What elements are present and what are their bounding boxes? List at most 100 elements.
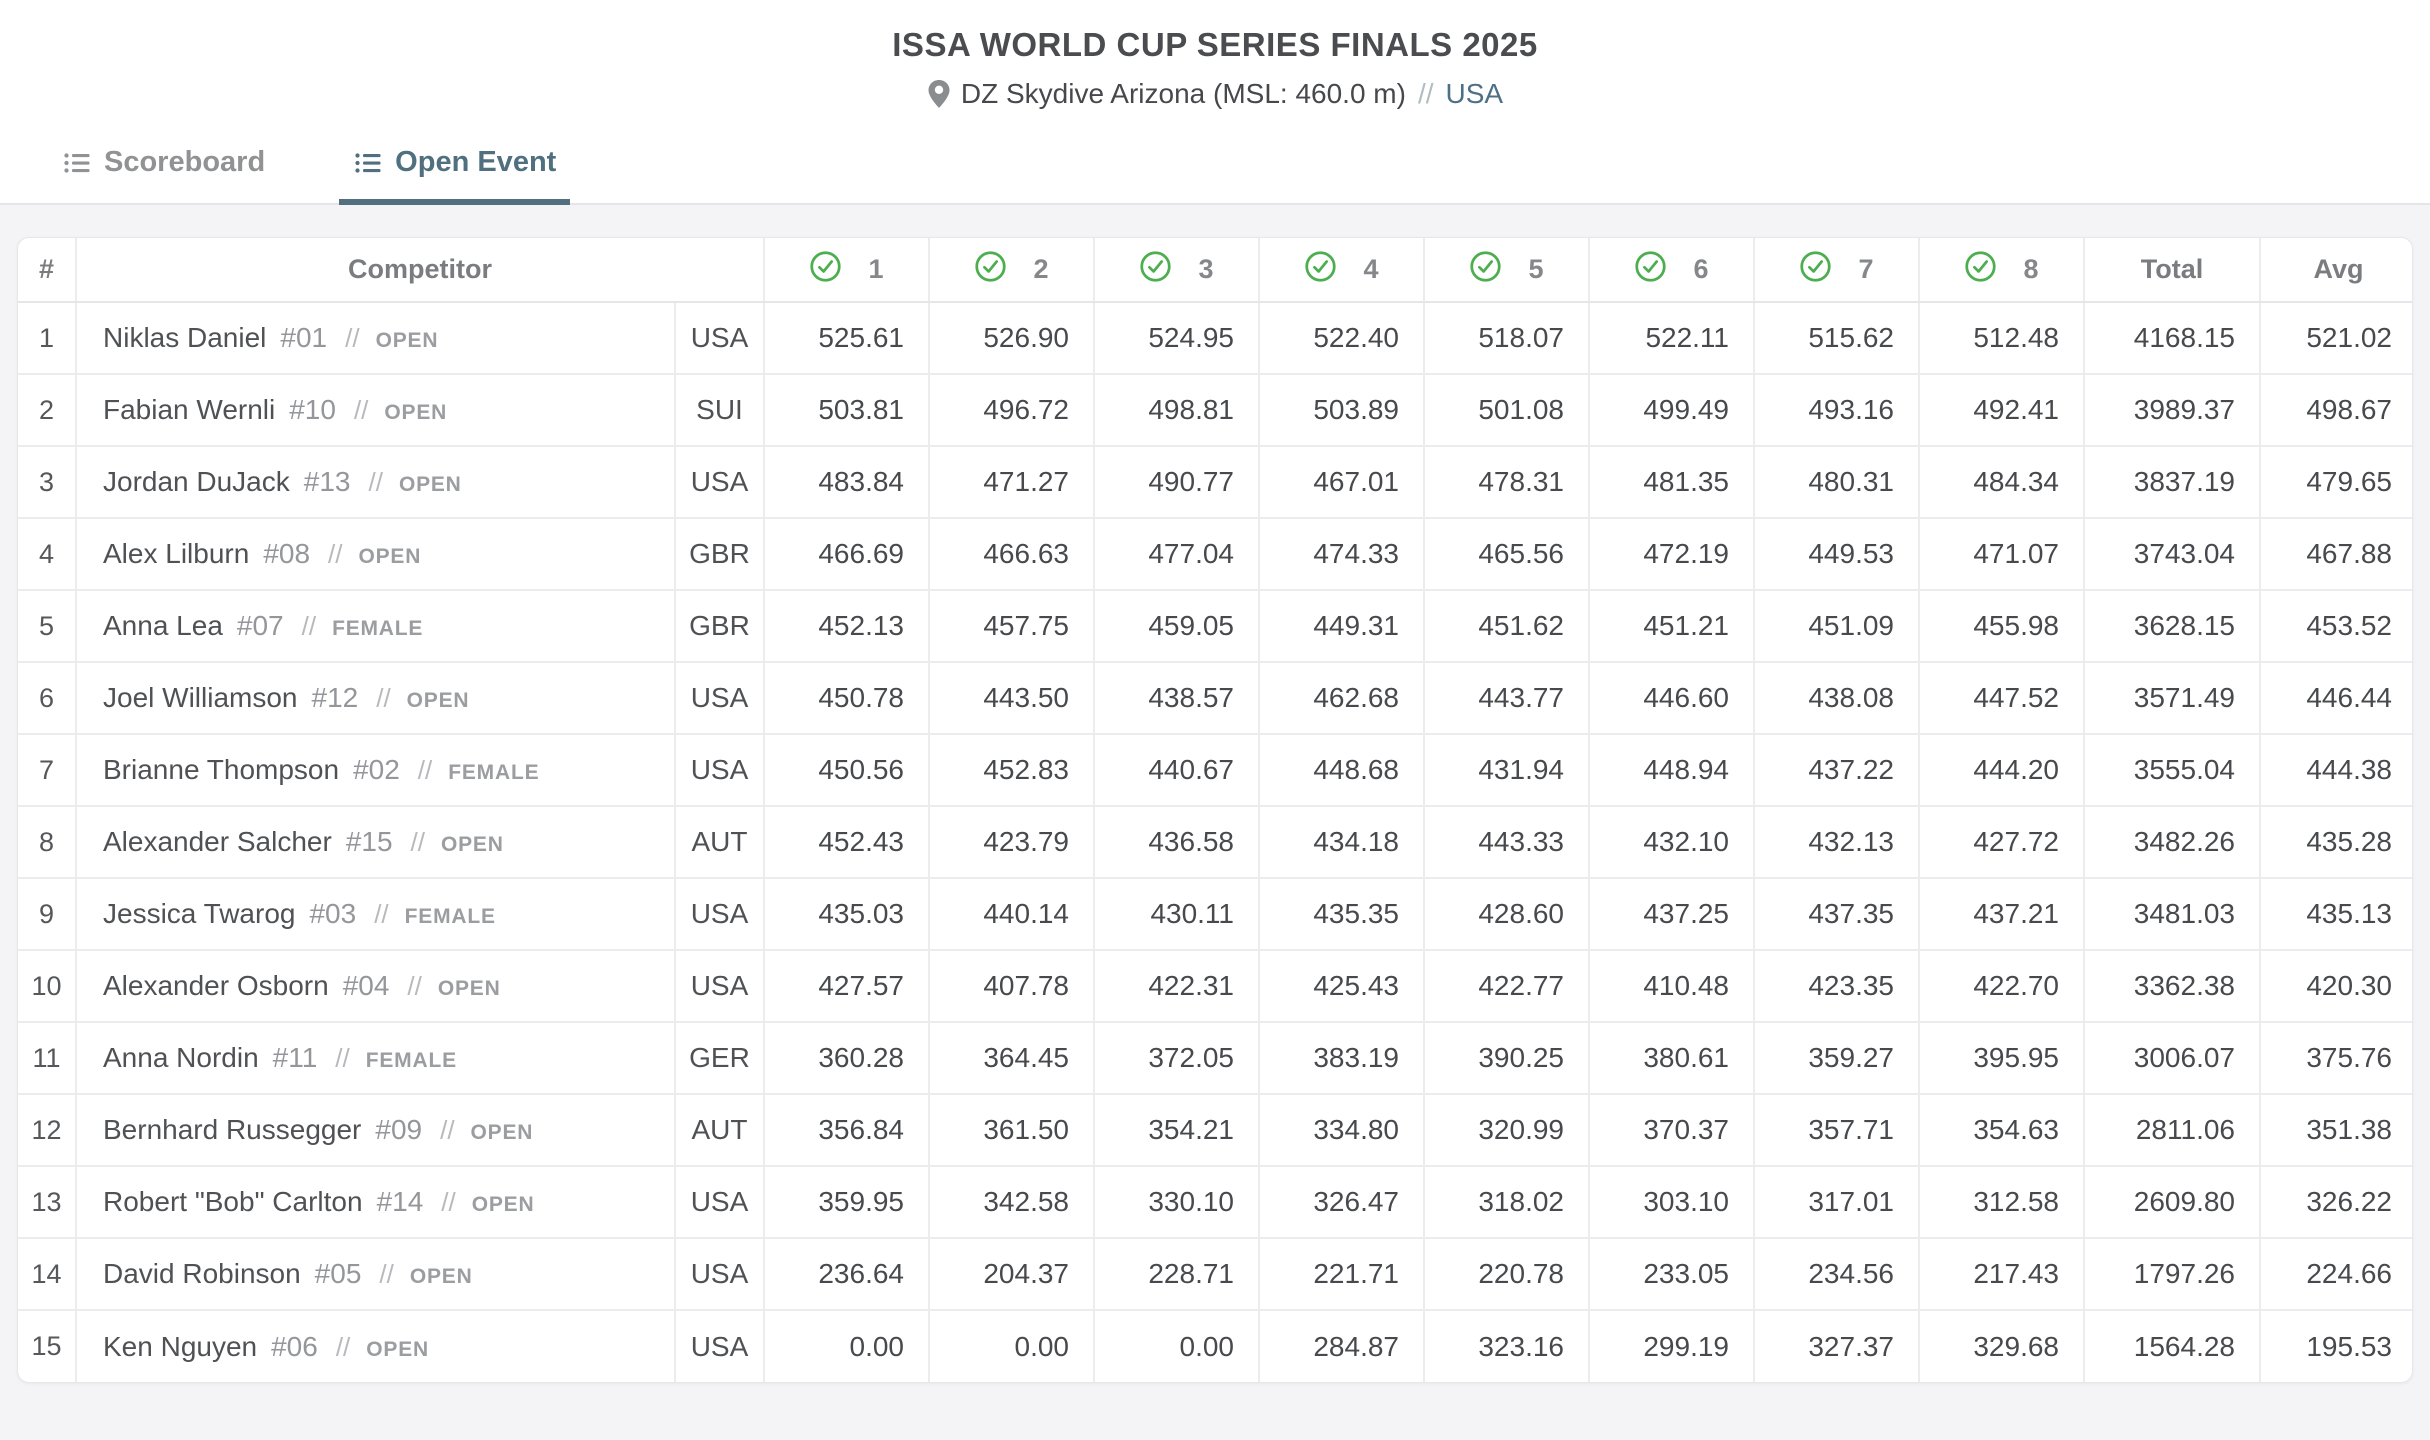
round-score-cell: 359.27 <box>1754 1022 1920 1094</box>
competitor-cell: Robert "Bob" Carlton #14 // OPEN <box>76 1166 676 1238</box>
round-score-cell: 472.19 <box>1589 518 1755 590</box>
total-cell: 3628.15 <box>2084 590 2261 662</box>
total-header: Total <box>2084 238 2261 303</box>
competitor-name: Bernhard Russegger <box>103 1114 362 1145</box>
round-score-cell: 443.33 <box>1424 806 1590 878</box>
competitor-category: OPEN <box>366 1337 429 1361</box>
round-score-cell: 450.56 <box>764 734 930 806</box>
round-score-cell: 425.43 <box>1259 950 1425 1022</box>
table-row[interactable]: 12 Bernhard Russegger #09 // OPEN AUT 356.84 36… <box>18 1094 2412 1166</box>
competitor-name: Jessica Twarog <box>103 898 296 929</box>
round-score-cell: 503.81 <box>764 374 930 446</box>
competitor-header: Competitor <box>76 238 765 303</box>
competitor-bib: #07 <box>236 610 284 641</box>
rank-cell: 7 <box>18 734 77 806</box>
round-score-cell: 467.01 <box>1259 446 1425 518</box>
competitor-name: Ken Nguyen <box>103 1330 258 1362</box>
competitor-category: OPEN <box>384 401 448 424</box>
competitor-category: OPEN <box>406 689 470 712</box>
table-row[interactable]: 6 Joel Williamson #12 // OPEN USA 450.78 443.50… <box>18 662 2412 734</box>
avg-cell: 326.22 <box>2306 1186 2392 1217</box>
rank-cell: 6 <box>18 662 77 734</box>
round-score-cell: 481.35 <box>1589 446 1755 518</box>
round-score-cell: 364.45 <box>929 1022 1095 1094</box>
table-row[interactable]: 5 Anna Lea #07 // FEMALE GBR 452.13 457.75 459.0… <box>18 590 2412 662</box>
tab-open-event[interactable]: Open Event <box>339 140 571 205</box>
round-score-cell: 380.61 <box>1589 1022 1755 1094</box>
round-score-cell: 449.31 <box>1259 590 1425 662</box>
avg-cell: 521.02 <box>2306 322 2392 353</box>
round-score-cell: 357.71 <box>1754 1094 1920 1166</box>
round-score-cell: 459.05 <box>1094 590 1260 662</box>
table-row[interactable]: 8 Alexander Salcher #15 // OPEN AUT 452.43 423.… <box>18 806 2412 878</box>
tab-bar: Scoreboard Open Event <box>0 140 2430 205</box>
round-score-cell: 326.47 <box>1259 1166 1425 1238</box>
check-circle-icon <box>1469 250 1502 290</box>
round-header-content: 4 <box>1261 250 1422 290</box>
avg-cell: 444.38 <box>2306 754 2392 785</box>
round-header: 2 <box>929 238 1095 303</box>
round-score-cell: 431.94 <box>1424 734 1590 806</box>
table-row[interactable]: 11 Anna Nordin #11//FEMALE GER 360.28 364.45 3… <box>18 1022 2412 1094</box>
table-row[interactable]: 15 Ken Nguyen #06//OPEN USA 0.00 0.00 0.00 284.… <box>18 1310 2412 1382</box>
competitor-bib: #03 <box>309 898 357 929</box>
table-row[interactable]: 7 Brianne Thompson #02 // FEMALE USA 450.56 452… <box>18 734 2412 806</box>
country-cell: AUT <box>675 1094 765 1166</box>
round-header: 8 <box>1919 238 2085 303</box>
competitor-cell: Anna Nordin #11 // FEMALE <box>76 1022 676 1094</box>
table-row[interactable]: 13 Robert "Bob" Carlton #14 // OPEN USA 359.95… <box>18 1166 2412 1238</box>
separator: // <box>301 611 317 641</box>
country-cell: AUT <box>675 806 765 878</box>
round-score-cell: 522.40 <box>1259 302 1425 374</box>
round-score-cell: 217.43 <box>1919 1238 2085 1310</box>
competitor-name: Niklas Daniel <box>103 322 267 353</box>
round-score-cell: 360.28 <box>764 1022 930 1094</box>
round-score-cell: 444.20 <box>1919 734 2085 806</box>
round-score-cell: 447.52 <box>1919 662 2085 734</box>
competitor-bib: #11 <box>272 1042 318 1073</box>
round-score-cell: 0.00 <box>929 1310 1095 1382</box>
competitor-name: Fabian Wernli <box>103 394 276 425</box>
total-cell: 3555.04 <box>2084 734 2261 806</box>
round-score-cell: 437.35 <box>1754 878 1920 950</box>
round-header-content: 1 <box>766 250 927 290</box>
competitor-category: OPEN <box>375 329 439 352</box>
round-score-cell: 327.37 <box>1754 1310 1920 1382</box>
round-score-cell: 499.49 <box>1589 374 1755 446</box>
round-score-cell: 448.68 <box>1259 734 1425 806</box>
list-icon <box>62 148 92 178</box>
round-score-cell: 320.99 <box>1424 1094 1590 1166</box>
table-row[interactable]: 4 Alex Lilburn #08 // OPEN GBR 466.69 466.63 477… <box>18 518 2412 590</box>
separator: // <box>407 971 422 1001</box>
tab-scoreboard[interactable]: Scoreboard <box>48 140 279 205</box>
location-line: DZ Skydive Arizona (MSL: 460.0 m) // USA <box>0 74 2430 114</box>
competitor-category: OPEN <box>398 473 462 496</box>
table-row[interactable]: 1 Niklas Daniel #01//OPEN USA 525.61 526.90 52… <box>18 302 2412 374</box>
table-row[interactable]: 10 Alexander Osborn #04 // OPEN USA 427.57 407.… <box>18 950 2412 1022</box>
competitor-name: Alexander Salcher <box>103 826 332 857</box>
location-country-link[interactable]: USA <box>1445 78 1504 109</box>
table-row[interactable]: 14 David Robinson #05 // OPEN USA 236.64 204.37… <box>18 1238 2412 1310</box>
table-row[interactable]: 3 Jordan DuJack #13 // OPEN USA 483.84 471.27 49… <box>18 446 2412 518</box>
competitor-category: OPEN <box>471 1193 535 1216</box>
round-score-cell: 484.34 <box>1919 446 2085 518</box>
check-circle-icon <box>809 250 842 290</box>
round-header: 6 <box>1589 238 1755 303</box>
check-circle-icon <box>1634 250 1667 290</box>
country-cell: USA <box>675 1310 765 1382</box>
rank-cell: 14 <box>18 1238 77 1310</box>
round-number: 5 <box>1528 254 1544 284</box>
round-score-cell: 452.13 <box>764 590 930 662</box>
round-score-cell: 452.83 <box>929 734 1095 806</box>
avg-cell: 446.44 <box>2306 682 2392 713</box>
round-score-cell: 390.25 <box>1424 1022 1590 1094</box>
round-score-cell: 395.95 <box>1919 1022 2085 1094</box>
competitor-bib: #02 <box>353 754 400 785</box>
table-row[interactable]: 9 Jessica Twarog #03 // FEMALE USA 435.03 440.1… <box>18 878 2412 950</box>
round-score-cell: 233.05 <box>1589 1238 1755 1310</box>
table-row[interactable]: 2 Fabian Wernli #10//OPEN SUI 503.81 496.72 49… <box>18 374 2412 446</box>
rank-cell: 10 <box>18 950 77 1022</box>
content-area: # Competitor 1 2 3 4 5 6 7 8 Total Avg 1 Niklas D… <box>0 205 2430 1440</box>
round-score-cell: 0.00 <box>1094 1310 1260 1382</box>
round-header: 4 <box>1259 238 1425 303</box>
